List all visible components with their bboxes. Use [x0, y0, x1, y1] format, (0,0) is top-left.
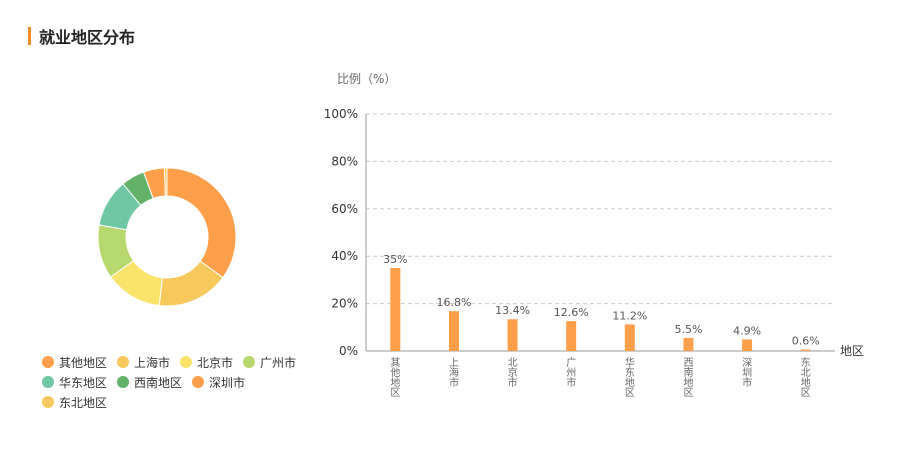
bar-value-label: 4.9% — [733, 324, 761, 337]
legend-dot-icon — [42, 396, 54, 408]
y-tick-label: 0% — [339, 344, 358, 358]
donut-slice-8 — [163, 167, 168, 197]
bar-value-label: 5.5% — [674, 323, 702, 336]
legend-dot-icon — [243, 356, 256, 368]
bar — [448, 311, 459, 351]
bar-value-label: 12.6% — [554, 306, 589, 319]
bar-value-label: 11.2% — [612, 309, 647, 322]
x-tick-label: 西南地区 — [683, 358, 693, 399]
x-tick-label: 上海市 — [449, 357, 459, 389]
x-tick-label: 华东地区 — [625, 356, 635, 399]
x-tick-label: 广州市 — [566, 357, 576, 389]
bar-value-label: 0.6% — [792, 335, 820, 348]
legend-item[interactable]: 上海市 — [117, 354, 170, 371]
bar-value-label: 35% — [383, 253, 407, 266]
x-tick-label: 东北地区 — [801, 356, 811, 399]
legend-dot-icon — [180, 356, 193, 368]
legend-label: 深圳市 — [209, 375, 246, 390]
legend-row: 东北地区 — [42, 392, 322, 412]
legend-item[interactable]: 西南地区 — [117, 374, 182, 391]
legend-item[interactable]: 其他地区 — [42, 354, 107, 371]
y-tick-label: 40% — [331, 249, 358, 263]
bar — [683, 337, 694, 351]
y-tick-label: 20% — [331, 297, 358, 311]
bar — [800, 349, 811, 351]
donut-legend: 其他地区 上海市 北京市 广州市华东地区 西南地区 深圳市东北地区 — [42, 352, 322, 412]
legend-dot-icon — [117, 356, 130, 368]
legend-item[interactable]: 北京市 — [180, 354, 233, 371]
y-axis-label: 比例（%） — [337, 72, 397, 86]
legend-label: 广州市 — [260, 355, 297, 370]
bar-chart: 0% 20% 40% 60% 80% 100% 地区 35% 其他地区 16.8% 上海市 13.4%… — [324, 107, 864, 399]
legend-label: 其他地区 — [59, 355, 108, 370]
y-tick-label: 100% — [324, 107, 358, 121]
bar — [624, 324, 635, 351]
bar-value-label: 16.8% — [436, 296, 471, 309]
donut-slice-1 — [166, 167, 237, 279]
legend-label: 上海市 — [134, 355, 171, 370]
legend-item[interactable]: 深圳市 — [192, 374, 245, 391]
bar — [507, 319, 518, 351]
legend-item[interactable]: 华东地区 — [42, 374, 107, 391]
legend-dot-icon — [42, 376, 54, 388]
legend-row: 华东地区 西南地区 深圳市 — [42, 372, 322, 392]
y-tick-label: 60% — [331, 202, 358, 216]
bar-value-label: 13.4% — [495, 304, 530, 317]
x-tick-label: 深圳市 — [742, 357, 752, 389]
legend-label: 华东地区 — [59, 375, 108, 390]
legend-dot-icon — [42, 356, 54, 368]
legend-row: 其他地区 上海市 北京市 广州市 — [42, 352, 322, 372]
legend-label: 东北地区 — [59, 395, 108, 410]
y-tick-label: 80% — [331, 154, 358, 168]
legend-dot-icon — [117, 376, 130, 388]
x-tick-label: 北京市 — [508, 357, 518, 389]
bar — [742, 339, 753, 351]
x-tick-label: 其他地区 — [390, 357, 400, 399]
legend-dot-icon — [192, 376, 205, 388]
legend-label: 北京市 — [197, 355, 234, 370]
section-header: 就业地区分布 — [28, 26, 136, 47]
bar — [566, 321, 577, 351]
legend-item[interactable]: 广州市 — [243, 354, 296, 371]
x-axis-label: 地区 — [840, 344, 864, 358]
title-accent-bar — [28, 27, 31, 45]
legend-item[interactable]: 东北地区 — [42, 394, 107, 411]
section-title: 就业地区分布 — [39, 28, 136, 47]
legend-label: 西南地区 — [134, 375, 183, 390]
donut-chart — [97, 167, 237, 307]
bar — [390, 268, 401, 351]
